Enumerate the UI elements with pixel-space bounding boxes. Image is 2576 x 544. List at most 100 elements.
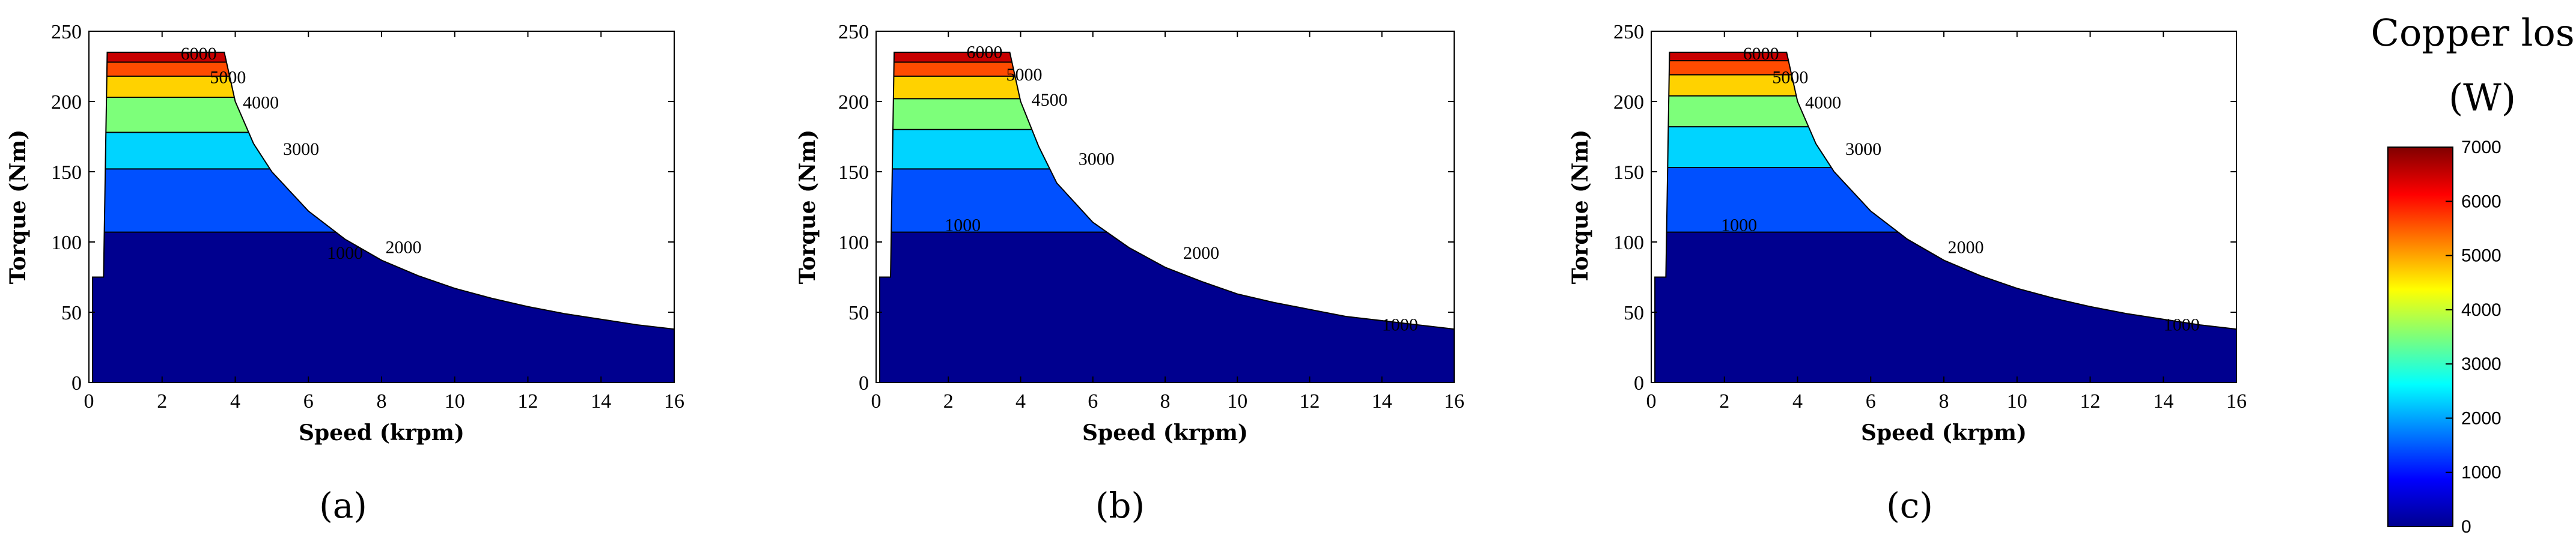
loss-band bbox=[880, 232, 1454, 382]
x-tick-label: 16 bbox=[1444, 390, 1464, 413]
contour-label: 1000 bbox=[945, 215, 981, 235]
loss-band bbox=[93, 76, 674, 97]
x-tick-label: 10 bbox=[445, 390, 465, 413]
x-tick-label: 12 bbox=[518, 390, 538, 413]
y-tick-label: 100 bbox=[838, 232, 869, 254]
panel-c-label: (c) bbox=[1886, 485, 1933, 526]
loss-band bbox=[880, 76, 1454, 99]
y-tick-label: 100 bbox=[1613, 232, 1644, 254]
x-tick-label: 2 bbox=[157, 390, 167, 413]
colorbar-title-line2: (W) bbox=[2449, 76, 2516, 119]
contour-label: 1000 bbox=[327, 243, 363, 263]
contour-label: 4000 bbox=[243, 93, 279, 113]
y-tick-label: 0 bbox=[72, 372, 82, 394]
y-axis-label: Torque (Nm) bbox=[5, 130, 31, 284]
x-tick-label: 2 bbox=[943, 390, 954, 413]
x-tick-label: 0 bbox=[1646, 390, 1657, 413]
y-tick-label: 250 bbox=[838, 21, 869, 43]
colorbar-tick-label: 5000 bbox=[2461, 246, 2501, 266]
colorbar-tick-label: 0 bbox=[2461, 517, 2471, 537]
colorbar-tick-label: 3000 bbox=[2461, 354, 2501, 374]
x-tick-label: 12 bbox=[1300, 390, 1320, 413]
x-tick-label: 14 bbox=[591, 390, 611, 413]
loss-band bbox=[1655, 95, 2236, 127]
colorbar-tick-label: 6000 bbox=[2461, 192, 2501, 211]
contour-label: 3000 bbox=[1845, 139, 1881, 159]
x-tick-label: 14 bbox=[1372, 390, 1392, 413]
envelope-outline bbox=[92, 52, 675, 383]
x-tick-label: 10 bbox=[1227, 390, 1247, 413]
contour-label: 2000 bbox=[1183, 243, 1219, 263]
x-tick-label: 6 bbox=[1866, 390, 1876, 413]
contour-label: 6000 bbox=[181, 44, 217, 64]
x-tick-label: 14 bbox=[2153, 390, 2173, 413]
colorbar-tick-label: 7000 bbox=[2461, 138, 2501, 157]
x-axis-label: Speed (krpm) bbox=[299, 420, 464, 446]
x-tick-label: 0 bbox=[84, 390, 94, 413]
loss-band bbox=[93, 132, 674, 169]
loss-band bbox=[880, 129, 1454, 169]
loss-band bbox=[880, 62, 1454, 76]
x-tick-label: 6 bbox=[1088, 390, 1098, 413]
colorbar-tick-label: 1000 bbox=[2461, 463, 2501, 483]
colorbar: Copper loss (W) 0 1000 2000 3000 4000 5000 600… bbox=[2371, 11, 2576, 537]
x-tick-label: 4 bbox=[1015, 390, 1026, 413]
x-axis-label: Speed (krpm) bbox=[1082, 420, 1248, 446]
loss-band bbox=[880, 52, 1454, 62]
envelope-outline bbox=[879, 52, 1455, 383]
y-tick-label: 200 bbox=[51, 91, 82, 113]
contour-label: 3000 bbox=[1079, 149, 1115, 169]
panel-a-label: (a) bbox=[319, 485, 367, 526]
contour-label: 4000 bbox=[1805, 93, 1841, 113]
loss-band bbox=[880, 98, 1454, 130]
contour-label: 5000 bbox=[1772, 68, 1808, 88]
colorbar-tick-label: 4000 bbox=[2461, 300, 2501, 320]
loss-band bbox=[93, 232, 674, 382]
contour-label: 1000 bbox=[1382, 315, 1418, 334]
contour-label: 1000 bbox=[1721, 215, 1757, 235]
y-tick-label: 150 bbox=[838, 162, 869, 184]
loss-band bbox=[1655, 127, 2236, 168]
x-tick-label: 6 bbox=[303, 390, 314, 413]
x-tick-label: 8 bbox=[1939, 390, 1949, 413]
loss-band bbox=[93, 97, 674, 133]
contour-label: 6000 bbox=[1743, 44, 1779, 64]
contour-label: 2000 bbox=[386, 238, 422, 258]
x-tick-label: 12 bbox=[2080, 390, 2101, 413]
contour-label: 1000 bbox=[2164, 315, 2200, 334]
y-tick-label: 0 bbox=[1634, 372, 1644, 394]
loss-band bbox=[1655, 61, 2236, 75]
y-tick-label: 50 bbox=[848, 302, 869, 324]
loss-band bbox=[1655, 232, 2236, 382]
x-tick-label: 0 bbox=[871, 390, 882, 413]
panel-a: 6000 5000 4000 3000 2000 1000 0 2 4 6 8 10 12 14 16 0 50… bbox=[5, 21, 684, 446]
panel-b-label: (b) bbox=[1095, 485, 1145, 526]
y-tick-label: 250 bbox=[51, 21, 82, 43]
x-tick-label: 8 bbox=[377, 390, 387, 413]
x-axis-label: Speed (krpm) bbox=[1861, 420, 2027, 446]
x-tick-label: 4 bbox=[230, 390, 240, 413]
x-tick-label: 2 bbox=[1719, 390, 1729, 413]
loss-band bbox=[1655, 74, 2236, 96]
colorbar-tick-label: 2000 bbox=[2461, 408, 2501, 428]
x-tick-label: 16 bbox=[2226, 390, 2247, 413]
contour-label: 6000 bbox=[966, 42, 1002, 62]
envelope-outline bbox=[1654, 52, 2237, 383]
y-axis-label: Torque (Nm) bbox=[1568, 130, 1593, 284]
loss-band bbox=[93, 52, 674, 62]
y-tick-label: 50 bbox=[1624, 302, 1644, 324]
x-tick-label: 16 bbox=[664, 390, 684, 413]
y-tick-label: 0 bbox=[859, 372, 869, 394]
loss-band bbox=[93, 62, 674, 76]
contour-label: 2000 bbox=[1948, 238, 1984, 258]
loss-band bbox=[93, 169, 674, 232]
colorbar-title-line1: Copper loss bbox=[2371, 11, 2576, 55]
y-tick-label: 100 bbox=[51, 232, 82, 254]
contour-label: 4500 bbox=[1032, 90, 1068, 110]
y-tick-label: 200 bbox=[838, 91, 869, 113]
colorbar-gradient bbox=[2387, 147, 2453, 527]
y-tick-label: 150 bbox=[1613, 162, 1644, 184]
loss-bands bbox=[93, 52, 674, 382]
